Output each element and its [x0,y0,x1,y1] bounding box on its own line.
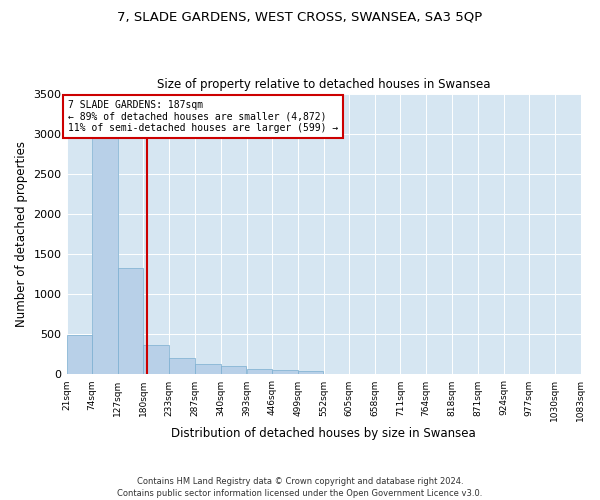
Bar [298,371,323,374]
Bar [247,369,272,374]
Bar [92,136,118,374]
Text: Contains HM Land Registry data © Crown copyright and database right 2024.
Contai: Contains HM Land Registry data © Crown c… [118,476,482,498]
Bar [221,366,247,374]
Bar [143,345,169,374]
X-axis label: Distribution of detached houses by size in Swansea: Distribution of detached houses by size … [171,427,476,440]
Y-axis label: Number of detached properties: Number of detached properties [15,141,28,327]
Bar [272,370,298,374]
Text: 7 SLADE GARDENS: 187sqm
← 89% of detached houses are smaller (4,872)
11% of semi: 7 SLADE GARDENS: 187sqm ← 89% of detache… [68,100,338,133]
Bar [169,358,194,374]
Title: Size of property relative to detached houses in Swansea: Size of property relative to detached ho… [157,78,490,91]
Text: 7, SLADE GARDENS, WEST CROSS, SWANSEA, SA3 5QP: 7, SLADE GARDENS, WEST CROSS, SWANSEA, S… [118,10,482,23]
Bar [195,364,221,374]
Bar [67,335,92,374]
Bar [118,268,143,374]
